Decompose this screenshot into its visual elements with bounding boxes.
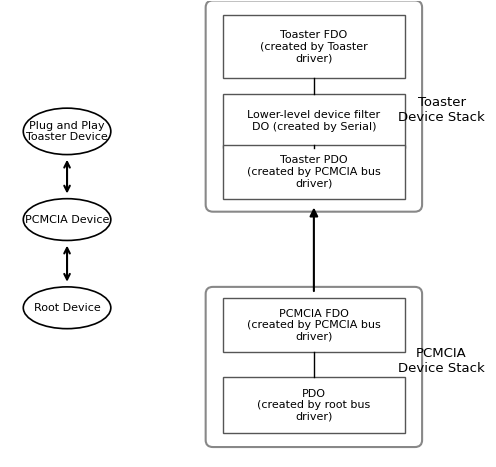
Text: Root Device: Root Device [34,303,100,313]
FancyBboxPatch shape [223,94,405,148]
Text: PCMCIA FDO
(created by PCMCIA bus
driver): PCMCIA FDO (created by PCMCIA bus driver… [247,309,381,342]
Text: PDO
(created by root bus
driver): PDO (created by root bus driver) [257,389,371,422]
FancyBboxPatch shape [223,15,405,78]
Text: Plug and Play
Toaster Device: Plug and Play Toaster Device [26,120,108,142]
FancyBboxPatch shape [223,145,405,198]
FancyBboxPatch shape [223,298,405,352]
Text: Toaster
Device Stack: Toaster Device Stack [398,97,485,125]
Text: Toaster FDO
(created by Toaster
driver): Toaster FDO (created by Toaster driver) [260,30,368,63]
Ellipse shape [23,108,111,155]
Ellipse shape [23,287,111,329]
Text: PCMCIA
Device Stack: PCMCIA Device Stack [398,347,485,375]
Text: Lower-level device filter
DO (created by Serial): Lower-level device filter DO (created by… [248,110,380,132]
Text: PCMCIA Device: PCMCIA Device [25,214,109,225]
FancyBboxPatch shape [223,377,405,433]
Ellipse shape [23,198,111,241]
Text: Toaster PDO
(created by PCMCIA bus
driver): Toaster PDO (created by PCMCIA bus drive… [247,156,381,189]
